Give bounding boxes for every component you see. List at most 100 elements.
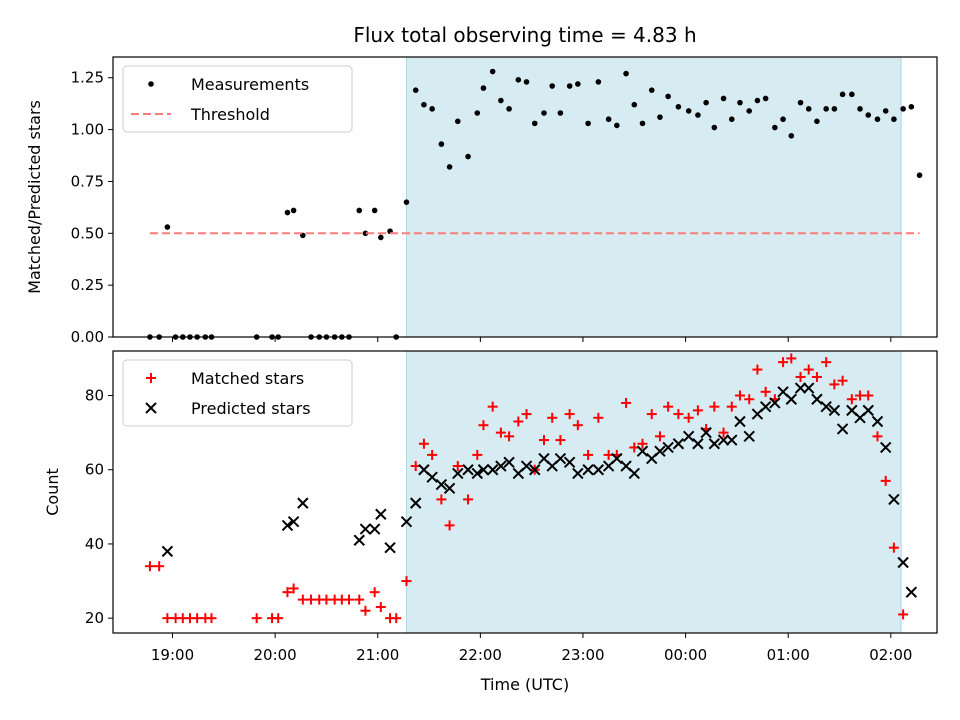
y-tick-label: 0.50 [71, 224, 104, 242]
data-point [436, 494, 447, 505]
x-tick-label: 00:00 [664, 646, 707, 664]
y-tick-label: 0.00 [71, 328, 104, 346]
legend: Matched stars Predicted stars [122, 359, 353, 427]
data-point [728, 116, 735, 123]
data-point [700, 426, 712, 439]
x-tick-label: 02:00 [869, 646, 912, 664]
x-tick-label: 23:00 [561, 646, 604, 664]
data-point [874, 116, 881, 123]
data-point [828, 404, 841, 417]
data-point [595, 79, 602, 85]
data-point [788, 133, 795, 139]
data-point [463, 494, 474, 505]
data-point [829, 379, 840, 390]
chart-title: Flux total observing time = 4.83 h [353, 23, 696, 47]
data-point [368, 523, 381, 535]
data-point [471, 467, 483, 480]
data-point [857, 106, 863, 112]
data-point [144, 561, 155, 572]
data-point [403, 199, 410, 205]
data-point [908, 103, 915, 110]
data-point [673, 409, 684, 420]
legend-label: Threshold [190, 105, 270, 124]
data-point [692, 405, 703, 416]
data-point [564, 409, 575, 420]
data-point [575, 81, 581, 87]
legend-box [122, 65, 353, 133]
data-point [709, 401, 720, 412]
data-point [611, 452, 623, 465]
data-point [515, 77, 522, 83]
data-point [375, 602, 386, 613]
data-point [401, 576, 412, 587]
data-point [369, 587, 380, 598]
data-point [720, 95, 727, 102]
data-point [631, 101, 638, 108]
data-point [672, 438, 685, 450]
data-point [489, 68, 496, 75]
data-point [717, 434, 730, 446]
data-point [752, 364, 763, 375]
data-point [780, 116, 786, 123]
data-point [360, 605, 371, 616]
data-point [538, 435, 549, 446]
data-point [454, 118, 461, 125]
data-point [592, 464, 605, 476]
count-panel: 20 40 60 80 Count 19:00 20:00 21:00 22:00 23:00 00… [43, 350, 938, 664]
data-point [557, 110, 564, 116]
observing-window-shade [405, 350, 902, 634]
data-point [811, 371, 822, 382]
data-point [161, 545, 174, 558]
data-point [206, 613, 217, 624]
data-point [882, 108, 889, 114]
data-point [863, 390, 874, 401]
data-point [871, 415, 884, 428]
data-point [811, 393, 823, 405]
data-point [593, 412, 604, 423]
data-point [888, 493, 900, 506]
data-point [663, 401, 674, 412]
legend-label: Measurements [191, 75, 309, 94]
legend-label: Predicted stars [191, 399, 311, 418]
data-point [823, 106, 829, 112]
y-tick-label: 0.75 [71, 172, 104, 190]
data-point [820, 400, 832, 413]
data-point [427, 449, 438, 460]
data-point [831, 106, 838, 112]
data-point [462, 464, 474, 476]
data-point [362, 230, 369, 237]
data-point [726, 434, 738, 446]
data-point [288, 583, 299, 594]
y-tick-label: 1.25 [71, 69, 104, 87]
data-point [795, 371, 806, 382]
data-point [865, 112, 872, 118]
legend-label: Matched stars [191, 369, 304, 388]
data-point [846, 394, 857, 405]
data-point [418, 438, 429, 449]
legend: Measurements Threshold [122, 65, 353, 133]
data-point [378, 234, 384, 241]
data-point [585, 120, 591, 127]
data-point [718, 427, 729, 438]
data-point [916, 172, 923, 179]
data-point [785, 393, 797, 405]
data-point [281, 519, 294, 532]
x-tick-label: 19:00 [151, 646, 194, 664]
data-point [814, 118, 820, 125]
data-point [555, 435, 566, 446]
data-point [623, 70, 629, 77]
data-point [504, 431, 515, 442]
legend-marker [146, 373, 156, 383]
data-point [164, 224, 171, 230]
data-point [435, 478, 448, 491]
data-point [452, 461, 463, 472]
data-point [839, 91, 846, 98]
data-point [353, 534, 365, 546]
data-point [495, 460, 507, 472]
data-point [521, 409, 532, 420]
data-point [498, 97, 504, 104]
data-point [772, 124, 778, 131]
data-point [862, 404, 874, 417]
legend-box [122, 359, 353, 427]
data-point [583, 449, 594, 460]
